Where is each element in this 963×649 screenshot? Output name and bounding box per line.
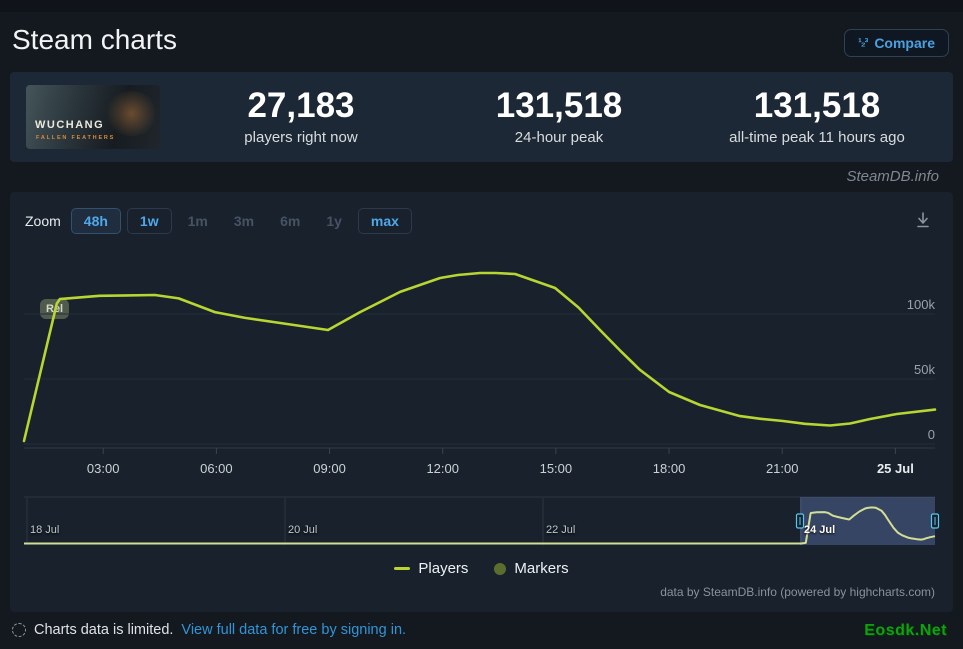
x-axis-label: 15:00	[539, 461, 573, 476]
stat-value: 131,518	[495, 86, 623, 125]
zoom-button-1w[interactable]: 1w	[126, 208, 172, 234]
stat-label: all-time peak 11 hours ago	[729, 129, 905, 147]
page-title: Steam charts	[12, 24, 177, 55]
zoom-button-3m: 3m	[224, 208, 264, 234]
navigator-date-label: 20 Jul	[288, 524, 318, 536]
navigator-date-label: 18 Jul	[30, 524, 60, 536]
x-axis-label: 12:00	[426, 461, 459, 476]
zoom-button-max[interactable]: max	[357, 208, 412, 234]
y-axis-label: 0	[927, 427, 935, 442]
numbers-123-icon: ¹₂³	[858, 36, 868, 49]
stats-panel: WUCHANG FALLEN FEATHERS 27,183 players r…	[10, 72, 953, 162]
legend-item-players[interactable]: Players	[394, 560, 468, 577]
stat-label: 24-hour peak	[514, 129, 604, 147]
y-axis-label: 100k	[906, 297, 935, 312]
top-strip	[0, 0, 963, 12]
zoom-toolbar: Zoom 48h 1w 1m 3m 6m 1y max	[25, 206, 412, 236]
x-axis-label: 06:00	[200, 461, 233, 476]
line-swatch-icon	[394, 567, 411, 570]
legend-label: Players	[418, 560, 469, 577]
limited-data-icon	[12, 623, 26, 637]
steamdb-brand-watermark: SteamDB.info	[846, 168, 939, 185]
x-axis-label: 18:00	[652, 461, 686, 476]
capsule-art-flare	[103, 91, 159, 137]
game-subtitle: FALLEN FEATHERS	[36, 135, 116, 141]
x-axis-label: 25 Jul	[876, 461, 914, 476]
navigator-date-label: 22 Jul	[546, 524, 576, 536]
chart-legend: Players Markers	[10, 560, 953, 577]
download-chart-icon[interactable]	[913, 210, 933, 235]
legend-label: Markers	[514, 560, 569, 577]
site-watermark: Eosdk.Net	[864, 622, 947, 639]
release-marker-badge[interactable]: Rel	[40, 299, 70, 319]
y-axis-label: 50k	[914, 362, 935, 377]
x-axis-label: 09:00	[313, 461, 346, 476]
footer-notice-bar: Charts data is limited. View full data f…	[12, 622, 406, 638]
zoom-button-1m: 1m	[178, 208, 218, 234]
x-axis-label: 03:00	[86, 461, 120, 476]
zoom-button-1y: 1y	[316, 208, 352, 234]
chart-credits: data by SteamDB.info (powered by highcha…	[660, 585, 935, 599]
players-chart[interactable]	[10, 192, 953, 612]
stat-alltime-peak: 131,518 all-time peak 11 hours ago	[692, 86, 942, 146]
zoom-buttons-group: 48h 1w 1m 3m 6m 1y max	[70, 208, 412, 234]
game-name: WUCHANG	[35, 119, 105, 131]
game-capsule-image[interactable]: WUCHANG FALLEN FEATHERS	[26, 85, 160, 149]
chart-panel: Zoom 48h 1w 1m 3m 6m 1y max Rel 0 50k 100k 03:00 0…	[10, 192, 953, 612]
zoom-button-48h[interactable]: 48h	[70, 208, 121, 234]
legend-item-markers[interactable]: Markers	[494, 560, 569, 577]
stat-24h-peak: 131,518 24-hour peak	[434, 86, 684, 146]
zoom-button-6m: 6m	[270, 208, 310, 234]
stat-value: 131,518	[753, 86, 881, 125]
circle-swatch-icon	[494, 562, 507, 575]
x-axis-label: 21:00	[765, 461, 799, 476]
limited-notice-text: Charts data is limited.	[34, 622, 174, 638]
stat-label: players right now	[244, 129, 358, 147]
stat-players-now: 27,183 players right now	[176, 86, 426, 146]
sign-in-link[interactable]: View full data for free by signing in.	[181, 622, 407, 638]
stat-value: 27,183	[247, 86, 355, 125]
compare-button[interactable]: ¹₂³ Compare	[844, 29, 949, 57]
navigator-date-label: 24 Jul	[804, 524, 836, 536]
compare-button-label: Compare	[874, 35, 935, 51]
zoom-label: Zoom	[25, 213, 61, 229]
